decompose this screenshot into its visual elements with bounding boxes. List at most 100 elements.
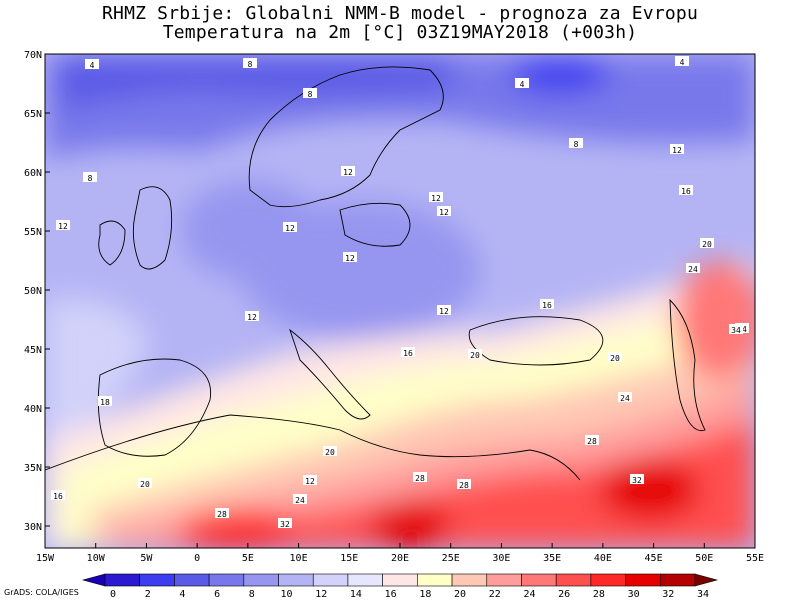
contour-label: 24 — [620, 394, 630, 403]
lon-label: 40E — [594, 553, 612, 564]
contour-label: 20 — [325, 448, 335, 457]
contour-label: 32 — [632, 476, 642, 485]
contour-label: 20 — [610, 354, 620, 363]
lat-label: 50N — [24, 286, 42, 297]
lon-label: 15E — [340, 553, 358, 564]
contour-label: 12 — [285, 224, 295, 233]
contour-label: 16 — [403, 349, 413, 358]
longitude-axis: 15W 10W 5W 0 5E 10E 15E 20E 25E 30E 35E 40E 45E 50E 55… — [36, 543, 764, 564]
legend-value: 2 — [145, 589, 151, 600]
lat-label: 60N — [24, 168, 42, 179]
legend-swatch — [174, 573, 210, 587]
lon-label: 55E — [746, 553, 764, 564]
contour-label: 12 — [343, 168, 353, 177]
legend-swatch — [590, 573, 626, 587]
legend-swatch — [417, 573, 453, 587]
legend-value: 18 — [419, 589, 431, 600]
lon-label: 20E — [391, 553, 409, 564]
contour-label: 8 — [574, 140, 579, 149]
contour-label: 20 — [470, 351, 480, 360]
lon-label: 10W — [87, 553, 106, 564]
lat-label: 70N — [24, 50, 42, 61]
contour-label: 4 — [680, 58, 685, 67]
legend-swatch — [521, 573, 557, 587]
lat-label: 45N — [24, 345, 42, 356]
legend-swatch — [382, 573, 418, 587]
contour-label: 18 — [100, 398, 110, 407]
legend-value: 8 — [249, 589, 255, 600]
lat-label: 55N — [24, 227, 42, 238]
legend-value: 0 — [110, 589, 116, 600]
lon-label: 10E — [290, 553, 308, 564]
contour-label: 16 — [681, 187, 691, 196]
contour-label: 4 — [90, 61, 95, 70]
map-title-line1: RHMZ Srbije: Globalni NMM-B model - prog… — [102, 3, 698, 24]
contour-label: 20 — [702, 240, 712, 249]
legend-value: 14 — [350, 589, 362, 600]
temperature-field — [45, 54, 755, 548]
legend-swatch — [486, 573, 522, 587]
legend-swatch — [312, 573, 349, 587]
contour-label: 24 — [688, 265, 698, 274]
lon-label: 15W — [36, 553, 55, 564]
contour-label: 8 — [308, 90, 313, 99]
lat-label: 40N — [24, 404, 42, 415]
legend-value: 6 — [214, 589, 220, 600]
legend-swatch — [347, 573, 383, 587]
contour-label: 8 — [248, 60, 253, 69]
lon-label: 50E — [695, 553, 713, 564]
lat-label: 35N — [24, 463, 42, 474]
legend-value: 34 — [697, 589, 709, 600]
contour-label: 8 — [88, 174, 93, 183]
legend-swatch — [659, 573, 696, 587]
latitude-axis: 70N 65N 60N 55N 50N 45N 40N 35N 30N — [24, 50, 50, 533]
lon-label: 30E — [492, 553, 510, 564]
legend-value: 12 — [315, 589, 327, 600]
lon-label: 45E — [645, 553, 663, 564]
contour-label: 28 — [415, 474, 425, 483]
contour-label: 12 — [345, 254, 355, 263]
legend-value: 4 — [179, 589, 185, 600]
legend-value: 24 — [523, 589, 535, 600]
contour-label: 12 — [439, 208, 449, 217]
contour-label: 12 — [439, 307, 449, 316]
contour-label: 28 — [217, 510, 227, 519]
contour-label: 34 — [731, 326, 741, 335]
legend-swatch — [139, 573, 175, 587]
legend-swatch — [208, 573, 245, 587]
grads-credit: GrADS: COLA/IGES — [4, 588, 79, 597]
temperature-legend: 0 2 4 6 8 10 12 14 16 18 20 22 24 26 28 30 32 34 — [81, 573, 719, 600]
coastlines — [45, 66, 706, 481]
lon-label: 25E — [442, 553, 460, 564]
contour-label: 12 — [672, 146, 682, 155]
legend-swatch — [451, 573, 488, 587]
contour-label: 12 — [431, 194, 441, 203]
contour-label: 32 — [280, 520, 290, 529]
legend-value: 30 — [628, 589, 640, 600]
contour-label: 16 — [53, 492, 63, 501]
legend-value: 16 — [385, 589, 397, 600]
lon-label: 35E — [543, 553, 561, 564]
contour-label: 24 — [295, 496, 305, 505]
legend-value: 28 — [593, 589, 605, 600]
lat-label: 65N — [24, 109, 42, 120]
contour-label: 28 — [459, 481, 469, 490]
legend-value: 20 — [454, 589, 466, 600]
contour-labels: 4 8 8 8 4 4 8 12 12 16 12 12 12 12 20 24 24 16 12 16 20 20 18 2… — [51, 56, 749, 529]
map-title-line2: Temperatura na 2m [°C] 03Z19MAY2018 (+00… — [162, 22, 638, 43]
contour-label: 12 — [305, 477, 315, 486]
legend-arrow-right — [694, 573, 719, 587]
lon-label: 5E — [242, 553, 254, 564]
legend-swatch — [243, 573, 279, 587]
contour-label: 4 — [520, 80, 525, 89]
legend-swatch — [104, 573, 141, 587]
contour-label: 12 — [247, 313, 257, 322]
contour-label: 28 — [587, 437, 597, 446]
lon-label: 5W — [140, 553, 153, 564]
legend-value: 10 — [281, 589, 293, 600]
contour-label: 16 — [542, 301, 552, 310]
legend-value: 22 — [489, 589, 501, 600]
lat-label: 30N — [24, 522, 42, 533]
legend-swatch — [625, 573, 661, 587]
